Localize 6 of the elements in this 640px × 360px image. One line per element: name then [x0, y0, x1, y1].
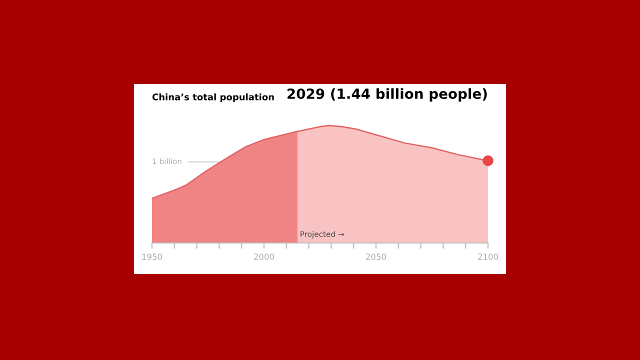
text: 2029 (1.44 billion people): [288, 88, 487, 102]
x-tick-label: 1950: [142, 254, 162, 260]
x-tick-label: 2050: [366, 254, 386, 260]
x-tick-label: 2100: [478, 254, 498, 260]
x-tick-label: 2000: [254, 254, 274, 260]
chart-title: China’s total population: [152, 93, 274, 102]
